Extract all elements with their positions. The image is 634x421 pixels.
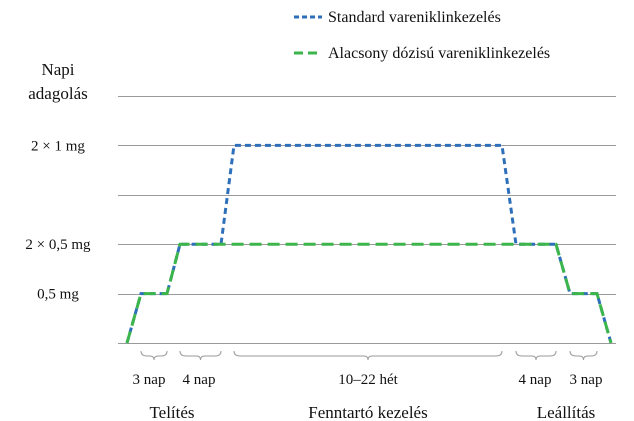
brace-3: [515, 350, 557, 361]
y-axis-label: Napi adagolás: [28, 60, 87, 103]
brace-2: [233, 350, 503, 361]
phase-label-2: Leállítás: [537, 403, 596, 421]
y-tick-labels: 0,5 mg 2 × 0,5 mg 2 × 1 mg: [25, 138, 91, 302]
y-axis-label-line-1: adagolás: [28, 84, 87, 103]
brace-4: [569, 350, 598, 361]
legend-label-1: Alacsony dózisú vareniklinkezelés: [328, 45, 550, 62]
series-layer: [125, 143, 613, 344]
phase-label-0: Telítés: [149, 403, 194, 421]
y-axis-label-line-0: Napi: [41, 60, 74, 79]
phase-label-1: Fenntartó kezelés: [308, 403, 427, 421]
y-tick-label-1: 2 × 0,5 mg: [25, 237, 91, 253]
x-segment-label-2: 10–22 hét: [338, 372, 398, 388]
series-line-low-dose: [125, 242, 613, 344]
x-segment-labels: 3 nap 4 nap 10–22 hét 4 nap 3 nap: [133, 372, 603, 388]
x-segment-label-0: 3 nap: [133, 372, 166, 388]
legend-label-0: Standard vareniklinkezelés: [328, 9, 501, 26]
x-segment-label-3: 4 nap: [519, 372, 552, 388]
x-segment-braces: [140, 350, 598, 361]
grid-layer: [118, 96, 616, 344]
legend: Standard vareniklinkezelés Alacsony dózis…: [294, 9, 550, 62]
y-tick-label-2: 2 × 1 mg: [31, 138, 85, 154]
brace-0: [140, 350, 168, 361]
x-segment-label-1: 4 nap: [183, 372, 216, 388]
y-tick-label-0: 0,5 mg: [37, 287, 79, 303]
x-segment-label-4: 3 nap: [570, 372, 603, 388]
brace-1: [179, 350, 222, 361]
phase-labels: Telítés Fenntartó kezelés Leállítás: [149, 403, 595, 421]
